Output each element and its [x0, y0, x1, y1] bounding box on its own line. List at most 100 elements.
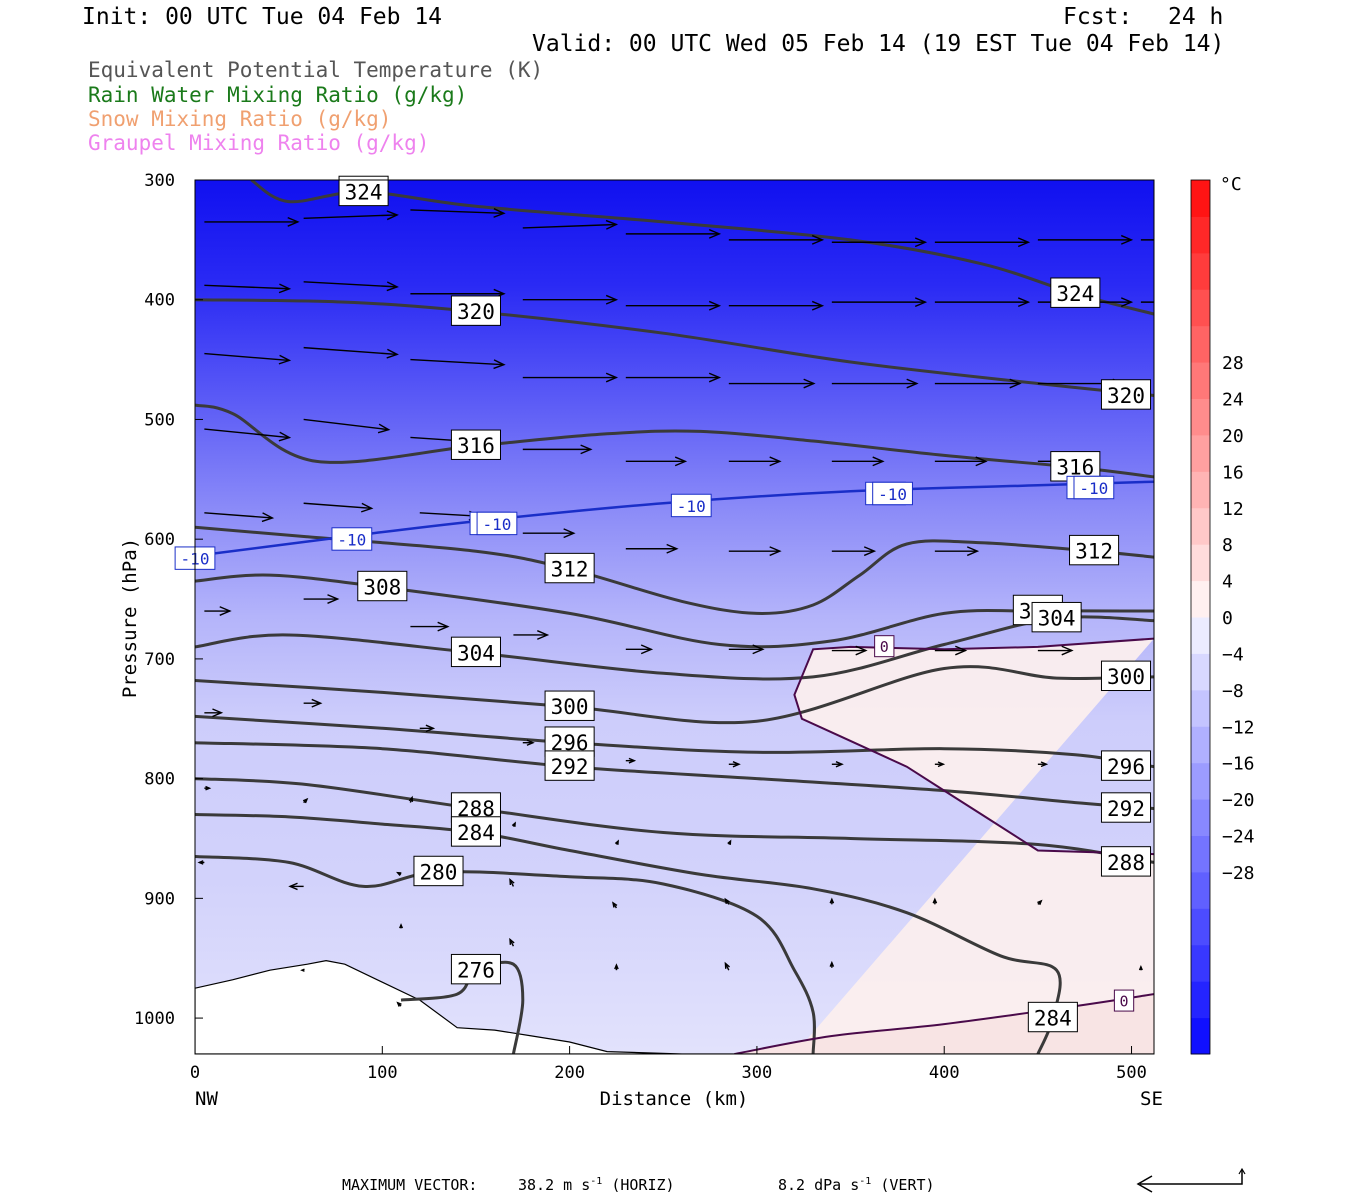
legend-snow: Snow Mixing Ratio (g/kg): [88, 107, 392, 131]
contour-label-300-right: 300: [1100, 660, 1152, 692]
contour-labels: 3243243203203163163123123083083043043003…: [174, 175, 1152, 1033]
wind-vector: [728, 234, 825, 245]
contour-label-292: 292: [544, 750, 595, 781]
wind-vector: [1140, 239, 1154, 241]
wind-vector: [934, 546, 980, 557]
svg-text:-10: -10: [337, 530, 366, 549]
y-tick-label: 500: [144, 410, 175, 430]
theta-e-contour-280: [195, 855, 816, 1054]
svg-text:-10: -10: [878, 485, 907, 504]
wind-vector: [399, 923, 404, 929]
svg-text:280: 280: [420, 860, 458, 884]
horiz-value: 38.2 m s: [518, 1176, 591, 1194]
wind-vector: [522, 372, 619, 383]
wind-vector: [522, 219, 619, 230]
colorbar-tick-label: −4: [1222, 644, 1244, 665]
svg-text:304: 304: [1038, 607, 1076, 631]
contour-label-284-right: 284: [1027, 1001, 1078, 1033]
endpoint-right: SE: [1140, 1088, 1163, 1110]
colorbar-tick-label: 4: [1222, 572, 1233, 593]
contour-label-320-right: 320: [1100, 379, 1152, 410]
wind-vector: [511, 821, 516, 827]
wind-vector: [1037, 899, 1043, 906]
wind-vector: [303, 418, 391, 434]
colorbar-swatch: [1191, 325, 1210, 363]
theta-e-contour-284: [195, 813, 1062, 1054]
wind-vector: [934, 378, 1022, 389]
horiz-exp: -1: [590, 1176, 603, 1187]
colorbar-tick-label: 28: [1222, 353, 1244, 374]
warm-wedge: [794, 638, 1154, 1054]
y-tick-label: 800: [144, 770, 175, 790]
warm-surface-layer: [734, 994, 1154, 1054]
wind-vector: [204, 428, 292, 442]
contour-label-320: 320: [450, 295, 501, 326]
svg-text:-10: -10: [677, 497, 706, 516]
wind-vector: [614, 963, 619, 971]
isotherm-label-minus10-6: -10: [872, 481, 913, 506]
wind-vector: [410, 358, 506, 370]
svg-text:-10: -10: [483, 515, 512, 534]
colorbar-swatch: [1191, 362, 1210, 399]
wind-vector: [625, 543, 679, 554]
init-time: Init: 00 UTC Tue 04 Feb 14: [82, 4, 443, 30]
cross-section-chart: 3243243203203163163123123083083043043003…: [119, 171, 1255, 1110]
contour-label-324-right: 324: [1050, 277, 1101, 308]
wind-vector: [303, 281, 399, 292]
wind-vector: [303, 210, 399, 221]
wind-vector: [302, 797, 309, 804]
x-axis-label: Distance (km): [600, 1088, 749, 1110]
y-tick-label: 1000: [134, 1009, 175, 1029]
wind-vector: [728, 300, 825, 311]
wind-vector: [419, 724, 436, 733]
colorbar-swatch: [1191, 871, 1210, 909]
colorbar-swatch: [1191, 471, 1210, 509]
contour-label-304-right: 304: [1031, 601, 1082, 633]
colorbar-tick-label: 12: [1222, 499, 1244, 520]
svg-text:288: 288: [1107, 851, 1145, 875]
wind-vector: [831, 378, 919, 389]
wind-vector: [932, 897, 938, 905]
wind-vector: [1037, 645, 1074, 656]
wind-vector: [204, 708, 224, 718]
contour-label-292-right: 292: [1100, 792, 1152, 823]
theta-e-contour-312: [195, 525, 1154, 615]
wind-vector: [724, 897, 730, 905]
svg-text:316: 316: [457, 434, 495, 458]
isotherm-label-zero: 0: [874, 635, 895, 658]
svg-text:0: 0: [1120, 993, 1129, 1011]
svg-text:320: 320: [457, 300, 495, 324]
wind-vector: [204, 785, 212, 791]
wind-vector: [303, 502, 374, 513]
contour-label-312: 312: [544, 552, 595, 584]
y-tick-label: 700: [144, 650, 175, 670]
wind-vector: [724, 961, 730, 971]
colorbar-swatch: [1191, 726, 1210, 764]
wind-vector: [408, 795, 414, 803]
colorbar-tick-label: −8: [1222, 681, 1244, 702]
colorbar-swatch: [1191, 252, 1210, 290]
theta-e-contours: [195, 180, 1154, 1054]
wind-vector: [614, 839, 619, 845]
valid-time: Valid: 00 UTC Wed 05 Feb 14 (19 EST Tue …: [532, 31, 1225, 57]
colorbar-swatch: [1191, 981, 1210, 1019]
theta-e-contour-320: [195, 298, 1154, 397]
colorbar-swatch: [1191, 799, 1210, 836]
theta-e-contour-308: [195, 573, 1154, 649]
y-tick-label: 300: [144, 171, 175, 191]
colorbar-swatch: [1191, 1017, 1210, 1055]
max-vector-label: MAXIMUM VECTOR:: [342, 1176, 478, 1194]
colorbar-unit: °C: [1220, 174, 1242, 195]
colorbar-swatch: [1191, 434, 1210, 472]
colorbar-tick-label: −12: [1222, 717, 1255, 738]
y-tick-label: 900: [144, 889, 175, 909]
wind-vector: [410, 621, 450, 632]
svg-text:292: 292: [1107, 797, 1145, 821]
wind-vector: [934, 761, 946, 768]
colorbar-tick-label: −16: [1222, 754, 1255, 775]
wind-vector: [728, 761, 741, 768]
wind-vector: [396, 1001, 402, 1007]
wind-vector: [625, 456, 688, 467]
contour-label-284: 284: [450, 816, 501, 847]
wind-vector: [625, 372, 722, 383]
